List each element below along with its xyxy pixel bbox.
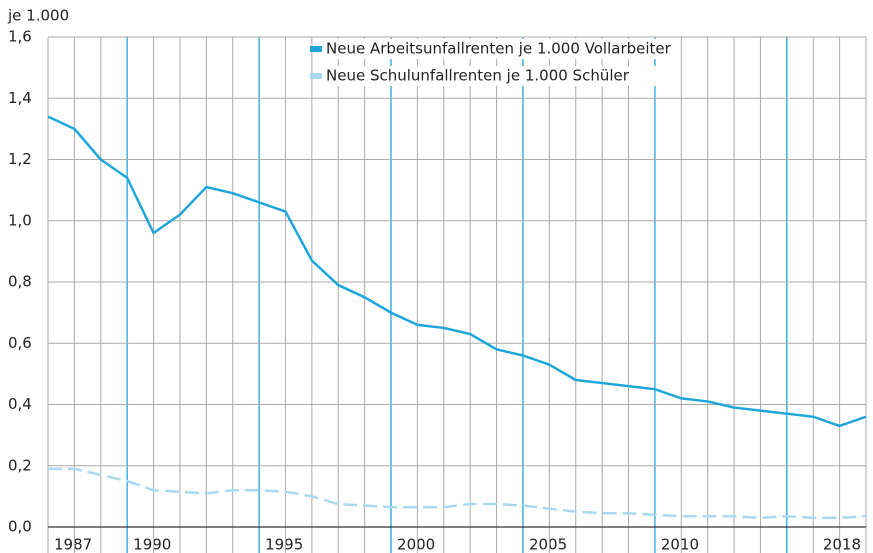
y-unit-label: je 1.000 xyxy=(7,7,69,25)
y-tick-label: 0,8 xyxy=(8,273,32,291)
x-tick-label: 1990 xyxy=(133,536,171,553)
series-line xyxy=(48,467,867,520)
x-tick-label: 1995 xyxy=(265,536,303,553)
legend-bg xyxy=(325,39,675,59)
y-tick-label: 1,4 xyxy=(8,89,32,107)
y-tick-label: 0,4 xyxy=(8,395,32,413)
x-tick-label: 2005 xyxy=(529,536,567,553)
x-tick-label: 2010 xyxy=(661,536,699,553)
x-tick-label: 2018 xyxy=(823,536,861,553)
y-tick-label: 1,6 xyxy=(8,28,32,46)
legend-label: Neue Arbeitsunfallrenten je 1.000 Vollar… xyxy=(326,40,672,58)
legend-label: Neue Schulunfallrenten je 1.000 Schüler xyxy=(326,67,630,85)
x-tick-label: 1987 xyxy=(54,536,92,553)
x-tick-label: 2000 xyxy=(397,536,435,553)
y-tick-label: 0,0 xyxy=(8,518,32,536)
y-tick-label: 1,0 xyxy=(8,211,32,229)
y-tick-label: 1,2 xyxy=(8,150,32,168)
y-tick-label: 0,2 xyxy=(8,456,32,474)
legend-swatch xyxy=(310,46,322,52)
y-tick-label: 0,6 xyxy=(8,334,32,352)
legend-bg xyxy=(325,66,675,86)
series-line xyxy=(47,115,867,428)
legend-swatch xyxy=(310,73,322,79)
